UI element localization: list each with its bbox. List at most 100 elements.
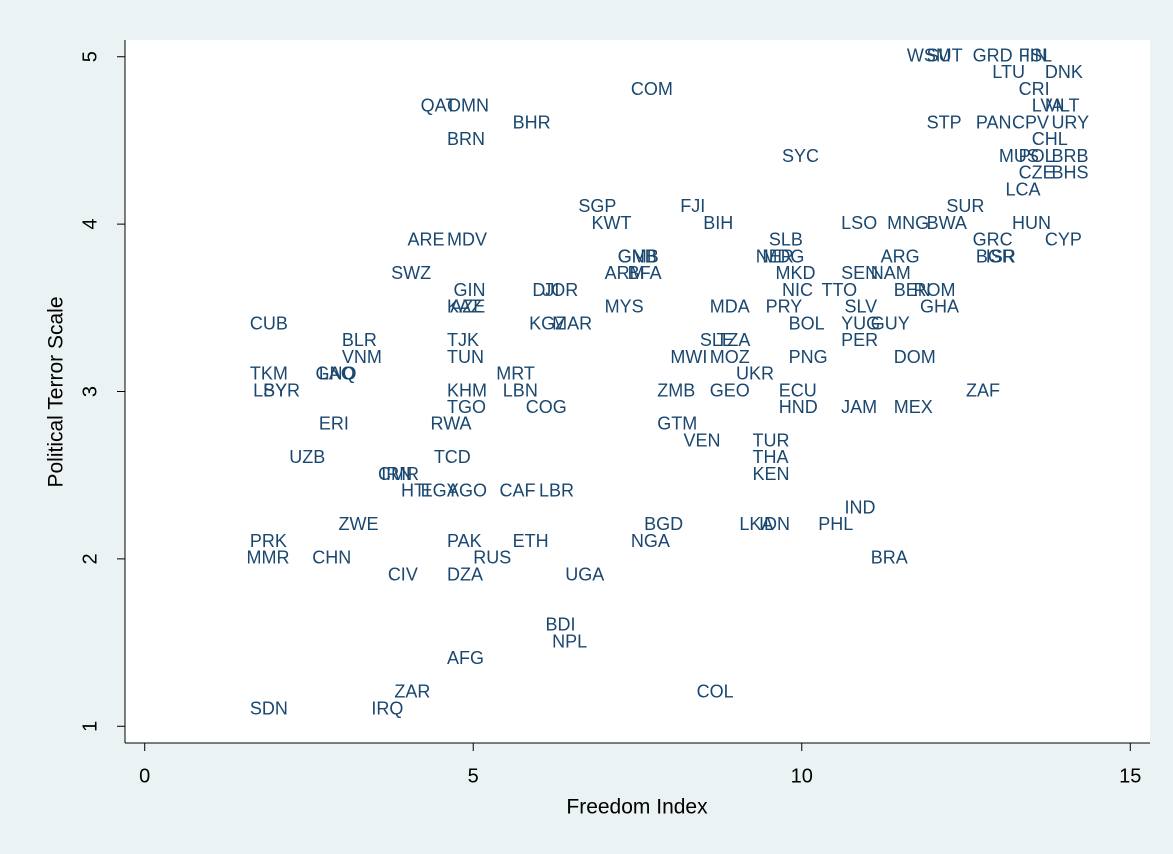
point-label: MDV <box>447 230 487 250</box>
point-label: PAK <box>447 531 482 551</box>
point-label: GRC <box>973 230 1013 250</box>
point-label: PRY <box>766 297 803 317</box>
point-label: GMB <box>618 246 659 266</box>
point-label: MDA <box>710 297 750 317</box>
point-label: KEN <box>752 464 789 484</box>
point-label: ZMB <box>657 380 695 400</box>
point-label: CMR <box>378 464 419 484</box>
point-label: CIV <box>388 564 418 584</box>
point-label: SUR <box>946 196 984 216</box>
point-label: TUR <box>752 430 789 450</box>
point-label: SYC <box>782 146 819 166</box>
point-label: KGZ <box>529 313 566 333</box>
point-label: FJI <box>680 196 705 216</box>
point-label: MMR <box>247 548 290 568</box>
point-label: TUN <box>447 347 484 367</box>
point-label: PNG <box>789 347 828 367</box>
point-label: MKD <box>775 263 815 283</box>
point-label: ERI <box>319 414 349 434</box>
point-label: MYS <box>605 297 644 317</box>
point-label: KWT <box>592 213 632 233</box>
point-label: UKR <box>736 364 774 384</box>
point-label: BGR <box>976 246 1015 266</box>
point-label: CYP <box>1045 230 1082 250</box>
point-label: LTU <box>992 62 1025 82</box>
point-label: CRI <box>1019 79 1050 99</box>
point-label: GRD <box>973 45 1013 65</box>
point-label: AGO <box>447 481 487 501</box>
plot-area <box>125 40 1150 743</box>
point-label: IRN <box>381 464 412 484</box>
point-label: GIN <box>454 280 486 300</box>
point-label: ISR <box>986 246 1016 266</box>
point-label: IDN <box>759 514 790 534</box>
point-label: TKM <box>250 364 288 384</box>
point-label: YUG <box>841 313 880 333</box>
point-label: FIN <box>1019 45 1048 65</box>
point-label: DOM <box>894 347 936 367</box>
point-label: CAF <box>500 481 536 501</box>
point-label: LKA <box>739 514 773 534</box>
point-label: CPV <box>1012 112 1049 132</box>
point-label: MRT <box>496 364 535 384</box>
point-label: BRA <box>871 548 908 568</box>
point-label: BHR <box>513 112 551 132</box>
point-label: PHL <box>818 514 853 534</box>
point-label: BRN <box>447 129 485 149</box>
point-label: SWZ <box>391 263 431 283</box>
point-label: GEO <box>710 380 750 400</box>
point-label: SYR <box>263 380 300 400</box>
point-label: LAO <box>319 364 355 384</box>
point-label: ECU <box>779 380 817 400</box>
point-label: ARE <box>408 230 445 250</box>
point-label: MDG <box>762 246 804 266</box>
point-label: STP <box>927 112 962 132</box>
point-label: POL <box>1019 146 1055 166</box>
point-label: THA <box>752 447 788 467</box>
point-label: CUB <box>250 313 288 333</box>
point-label: MLT <box>1045 96 1080 116</box>
point-label: COL <box>697 682 734 702</box>
point-label: IRQ <box>371 698 403 718</box>
point-label: BOL <box>789 313 825 333</box>
point-label: BHS <box>1051 163 1088 183</box>
point-label: HTI <box>401 481 430 501</box>
point-label: PRK <box>250 531 287 551</box>
point-label: LBR <box>539 481 574 501</box>
x-tick-label: 10 <box>791 765 813 787</box>
y-tick-label: 4 <box>79 219 101 230</box>
point-label: VNM <box>342 347 382 367</box>
point-label: LBN <box>503 380 538 400</box>
point-label: DNK <box>1045 62 1083 82</box>
point-label: ZAR <box>394 682 430 702</box>
point-label: LCA <box>1005 179 1040 199</box>
y-tick-label: 1 <box>79 721 101 732</box>
point-label: PAN <box>976 112 1012 132</box>
point-label: GHA <box>920 297 959 317</box>
point-label: MUS <box>999 146 1039 166</box>
point-label: BEN <box>894 280 931 300</box>
point-label: BGD <box>644 514 683 534</box>
y-axis-title: Political Terror Scale <box>45 296 68 487</box>
y-tick-label: 3 <box>79 386 101 397</box>
point-label: RUS <box>473 548 511 568</box>
point-label: ETH <box>513 531 549 551</box>
point-label: DJI <box>532 280 559 300</box>
x-tick-label: 15 <box>1119 765 1141 787</box>
x-axis-title: Freedom Index <box>566 796 708 819</box>
point-label: SLB <box>769 230 803 250</box>
x-tick-label: 5 <box>468 765 479 787</box>
point-label: NER <box>756 246 794 266</box>
point-label: ARM <box>605 263 645 283</box>
point-label: NAM <box>871 263 911 283</box>
point-label: CHL <box>1032 129 1068 149</box>
point-label: HUN <box>1012 213 1051 233</box>
point-label: ZAF <box>966 380 1000 400</box>
point-label: MNG <box>887 213 929 233</box>
point-label: COG <box>526 397 567 417</box>
point-label: KAZ <box>447 297 482 317</box>
point-label: QAT <box>421 96 457 116</box>
point-label: AFG <box>447 648 484 668</box>
point-label: TJK <box>447 330 479 350</box>
point-label: BFA <box>628 263 662 283</box>
